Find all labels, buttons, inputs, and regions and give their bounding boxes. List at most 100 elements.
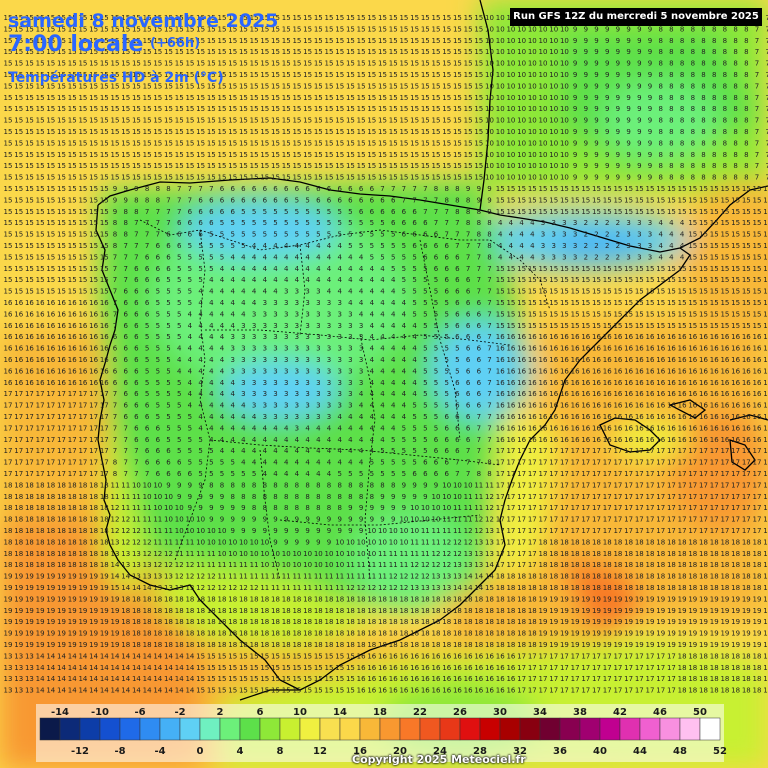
svg-text:18: 18	[314, 595, 323, 603]
svg-text:6: 6	[444, 413, 449, 421]
svg-text:6: 6	[123, 345, 128, 353]
svg-text:18: 18	[325, 618, 334, 626]
svg-text:7: 7	[434, 208, 438, 216]
svg-text:13: 13	[164, 573, 173, 581]
svg-text:9: 9	[605, 37, 609, 45]
svg-text:18: 18	[292, 607, 301, 615]
svg-text:15: 15	[421, 117, 430, 125]
svg-text:16: 16	[410, 664, 419, 672]
svg-text:18: 18	[389, 641, 398, 649]
svg-text:3: 3	[637, 242, 641, 250]
svg-text:15: 15	[25, 185, 34, 193]
svg-text:8: 8	[723, 82, 727, 90]
svg-text:15: 15	[25, 253, 34, 261]
svg-text:15: 15	[378, 117, 387, 125]
svg-text:15: 15	[164, 128, 173, 136]
svg-text:12: 12	[442, 538, 451, 546]
svg-text:16: 16	[442, 652, 451, 660]
svg-text:3: 3	[541, 242, 545, 250]
svg-text:9: 9	[626, 162, 630, 170]
svg-text:12: 12	[121, 516, 130, 524]
svg-text:14: 14	[153, 652, 162, 660]
svg-text:5: 5	[327, 231, 331, 239]
svg-text:17: 17	[549, 527, 558, 535]
svg-text:19: 19	[646, 595, 655, 603]
svg-text:8: 8	[733, 162, 737, 170]
svg-text:17: 17	[100, 459, 109, 467]
svg-text:4: 4	[530, 219, 535, 227]
svg-text:17: 17	[667, 493, 676, 501]
svg-text:18: 18	[624, 550, 633, 558]
svg-text:18: 18	[89, 481, 98, 489]
svg-text:9: 9	[648, 71, 652, 79]
svg-text:15: 15	[603, 276, 612, 284]
svg-text:18: 18	[753, 573, 762, 581]
svg-text:11: 11	[153, 516, 162, 524]
svg-text:6: 6	[412, 208, 417, 216]
svg-text:4: 4	[519, 242, 524, 250]
svg-text:6: 6	[477, 310, 482, 318]
svg-text:17: 17	[624, 493, 633, 501]
svg-text:15: 15	[132, 105, 141, 113]
svg-text:16: 16	[688, 390, 697, 398]
svg-text:3: 3	[327, 310, 331, 318]
svg-text:3: 3	[316, 402, 320, 410]
svg-text:9: 9	[220, 516, 224, 524]
svg-text:15: 15	[699, 253, 708, 261]
svg-text:4: 4	[402, 356, 407, 364]
svg-text:8: 8	[669, 60, 673, 68]
svg-text:18: 18	[25, 527, 34, 535]
svg-text:8: 8	[284, 481, 288, 489]
svg-text:3: 3	[241, 345, 245, 353]
svg-text:19: 19	[613, 630, 622, 638]
svg-text:16: 16	[517, 390, 526, 398]
svg-text:4: 4	[348, 413, 353, 421]
svg-text:4: 4	[230, 299, 235, 307]
svg-text:11: 11	[474, 493, 483, 501]
svg-text:5: 5	[220, 231, 224, 239]
svg-text:3: 3	[626, 242, 630, 250]
svg-text:18: 18	[25, 504, 34, 512]
svg-text:18: 18	[731, 561, 740, 569]
svg-text:15: 15	[720, 265, 729, 273]
svg-text:5: 5	[412, 288, 416, 296]
svg-text:17: 17	[506, 538, 515, 546]
svg-text:15: 15	[164, 94, 173, 102]
svg-text:19: 19	[603, 607, 612, 615]
svg-text:9: 9	[573, 174, 577, 182]
svg-text:6: 6	[455, 310, 460, 318]
svg-text:5: 5	[316, 231, 320, 239]
svg-text:10: 10	[549, 174, 558, 182]
svg-text:5: 5	[391, 459, 395, 467]
svg-text:9: 9	[605, 105, 609, 113]
svg-text:7: 7	[487, 402, 491, 410]
svg-text:15: 15	[121, 25, 130, 33]
svg-text:16: 16	[624, 390, 633, 398]
svg-text:3: 3	[327, 299, 331, 307]
svg-text:15: 15	[506, 265, 515, 273]
svg-text:7: 7	[444, 208, 448, 216]
svg-text:4: 4	[370, 447, 375, 455]
svg-text:11: 11	[335, 573, 344, 581]
svg-text:19: 19	[667, 641, 676, 649]
svg-text:15: 15	[710, 196, 719, 204]
svg-text:6: 6	[145, 402, 150, 410]
svg-text:5: 5	[177, 402, 181, 410]
svg-text:17: 17	[753, 527, 762, 535]
svg-text:11: 11	[399, 561, 408, 569]
svg-text:16: 16	[710, 390, 719, 398]
svg-text:3: 3	[284, 288, 288, 296]
svg-text:15: 15	[292, 105, 301, 113]
svg-text:19: 19	[592, 630, 601, 638]
svg-text:17: 17	[560, 493, 569, 501]
svg-text:8: 8	[466, 208, 470, 216]
svg-text:15: 15	[560, 276, 569, 284]
svg-text:18: 18	[185, 618, 194, 626]
svg-text:16: 16	[699, 413, 708, 421]
svg-text:17: 17	[506, 561, 515, 569]
svg-text:15: 15	[100, 105, 109, 113]
svg-text:15: 15	[14, 196, 23, 204]
svg-text:15: 15	[196, 94, 205, 102]
svg-text:15: 15	[121, 71, 130, 79]
svg-text:17: 17	[753, 459, 762, 467]
